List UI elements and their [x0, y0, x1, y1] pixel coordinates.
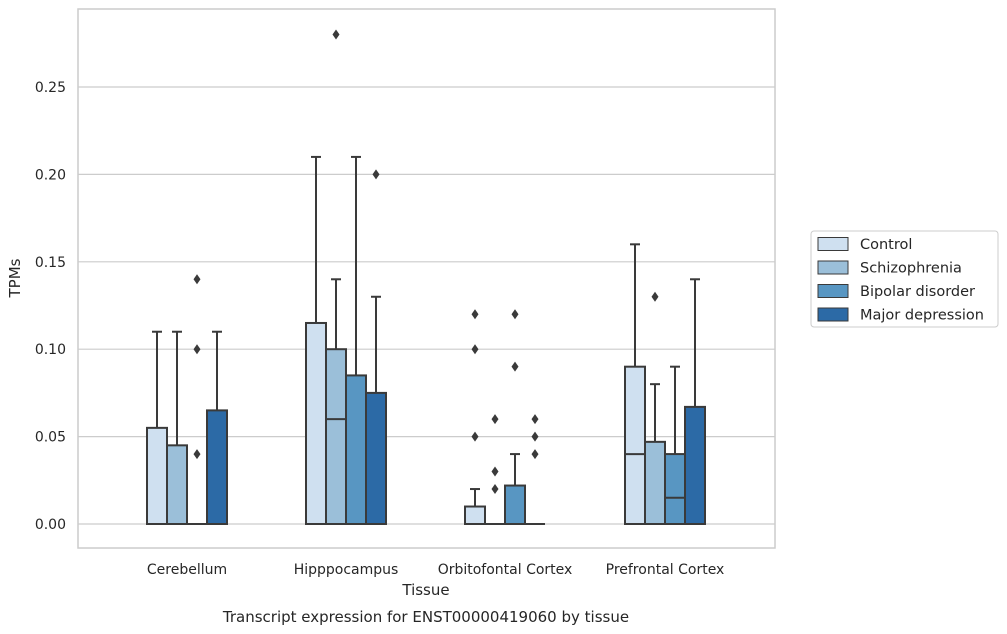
box-major-depression — [206, 330, 228, 526]
x-tick-label: Hipppocampus — [294, 562, 399, 578]
box-schizophrenia — [485, 414, 505, 525]
box-body — [345, 374, 367, 526]
box-body — [504, 484, 526, 526]
legend-label: Control — [860, 237, 912, 253]
box-bipolar-disorder — [664, 365, 686, 525]
box-body — [365, 391, 387, 525]
outlier-point — [651, 291, 659, 302]
y-tick-label: 0.20 — [35, 167, 66, 183]
legend-swatch — [817, 284, 849, 298]
y-tick-label: 0.00 — [35, 517, 66, 533]
box-control — [624, 243, 646, 525]
box-body — [146, 426, 168, 525]
legend-swatch — [817, 307, 849, 322]
box-control — [146, 330, 168, 525]
box-body — [325, 348, 347, 526]
x-tick-label: Orbitofontal Cortex — [438, 562, 573, 578]
plot-frame — [77, 8, 776, 549]
y-tick-label: 0.15 — [35, 255, 66, 271]
outlier-point — [511, 361, 519, 372]
box-bipolar-disorder — [187, 274, 207, 525]
box-control — [305, 155, 327, 526]
outlier-point — [471, 431, 479, 442]
box-body — [305, 321, 327, 526]
boxes — [146, 29, 706, 526]
legend-swatch — [817, 237, 849, 251]
outlier-point — [531, 431, 539, 442]
outlier-point — [491, 414, 499, 425]
box-body — [624, 365, 646, 525]
box-body — [684, 405, 706, 525]
box-major-depression — [365, 169, 387, 525]
y-tick-labels: 0.00 0.05 0.10 0.15 0.20 0.25 — [35, 80, 66, 533]
legend: Control Schizophrenia Bipolar disorder Majo… — [810, 230, 999, 328]
outlier-point — [193, 449, 201, 460]
box-body — [166, 444, 188, 525]
outlier-point — [193, 344, 201, 355]
outlier-point — [332, 29, 340, 40]
box-schizophrenia — [166, 330, 188, 525]
outlier-point — [531, 449, 539, 460]
legend-frame — [810, 230, 999, 328]
outlier-point — [471, 309, 479, 320]
outlier-point — [193, 274, 201, 285]
outlier-point — [511, 309, 519, 320]
chart-caption: Transcript expression for ENST0000041906… — [222, 608, 629, 626]
x-axis-title: Tissue — [401, 581, 449, 599]
y-axis-title: TPMs — [6, 258, 24, 298]
x-tick-label: Cerebellum — [147, 562, 227, 578]
legend-label: Bipolar disorder — [860, 284, 975, 300]
outlier-point — [372, 169, 380, 180]
x-tick-labels: Cerebellum Hipppocampus Orbitofontal Corte… — [147, 562, 724, 578]
outlier-point — [531, 414, 539, 425]
y-tick-label: 0.05 — [35, 430, 66, 446]
box-major-depression — [525, 414, 545, 525]
box-bipolar-disorder — [504, 309, 526, 526]
y-tick-label: 0.25 — [35, 80, 66, 96]
legend-label: Major depression — [860, 308, 984, 324]
box-body — [644, 440, 666, 525]
x-tick-label: Prefrontal Cortex — [606, 562, 725, 578]
legend-swatch — [817, 260, 849, 275]
legend-label: Schizophrenia — [860, 261, 962, 277]
box-bipolar-disorder — [345, 155, 367, 526]
box-control — [464, 309, 486, 525]
y-tick-label: 0.10 — [35, 342, 66, 358]
box-major-depression — [684, 278, 706, 525]
outlier-point — [471, 344, 479, 355]
box-schizophrenia — [325, 29, 347, 526]
box-schizophrenia — [644, 291, 666, 525]
box-body — [464, 505, 486, 525]
box-body — [206, 409, 228, 526]
outlier-point — [491, 484, 499, 495]
outlier-point — [491, 466, 499, 477]
box-body — [664, 453, 686, 525]
